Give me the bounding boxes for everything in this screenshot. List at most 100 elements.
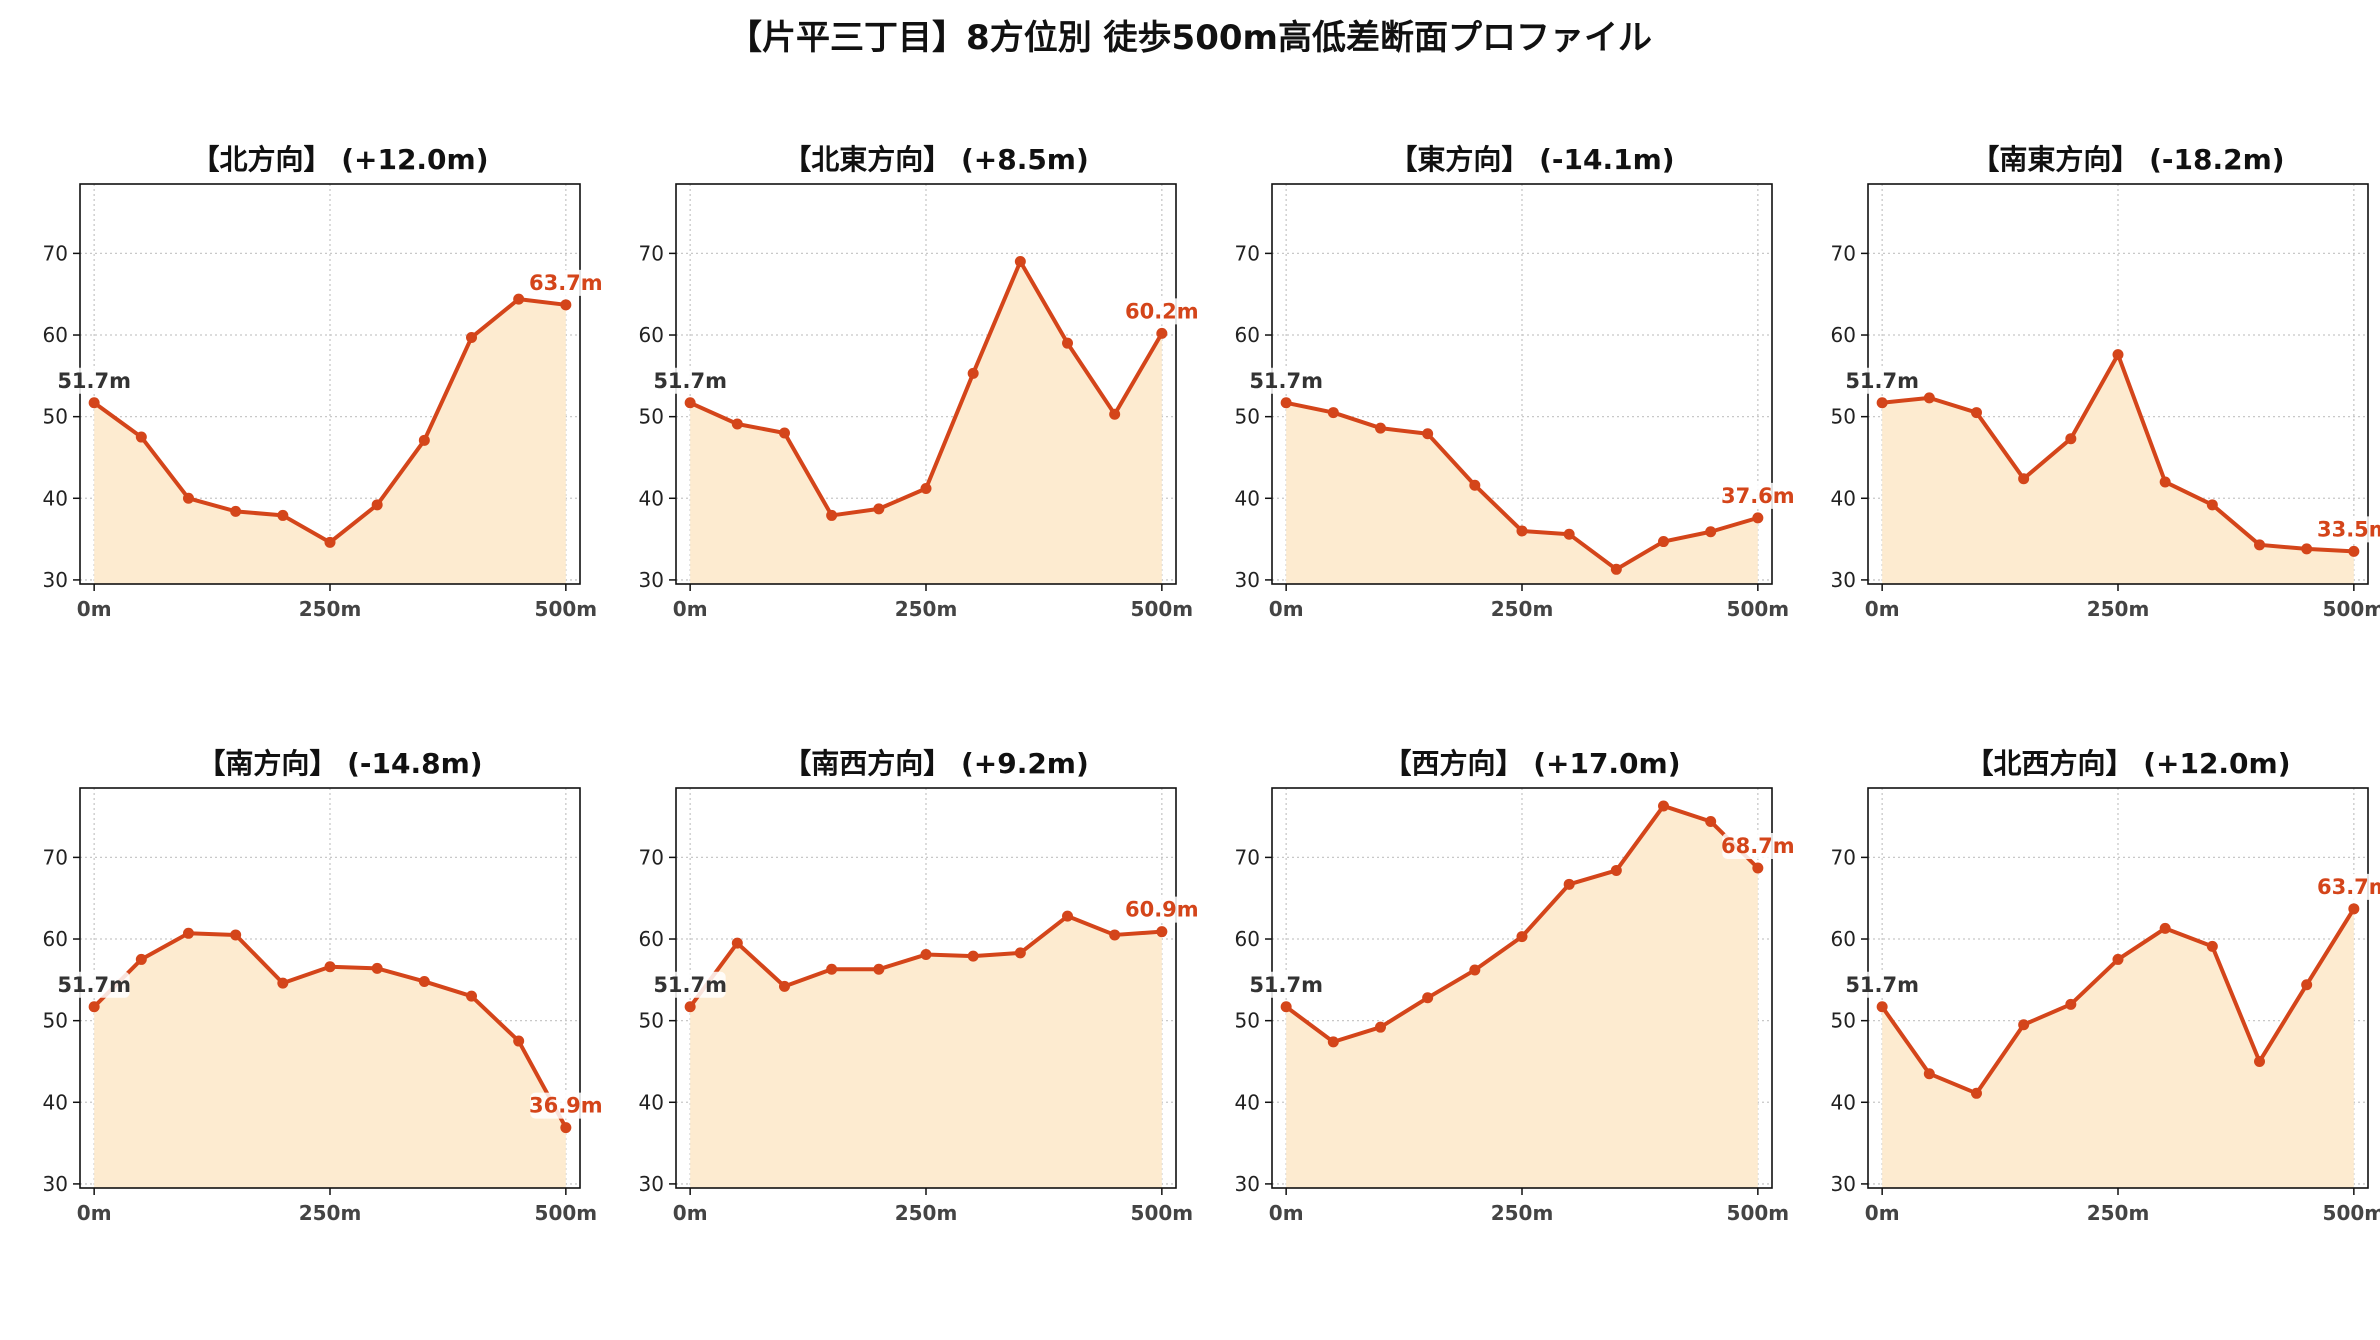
- svg-text:51.7m: 51.7m: [57, 973, 131, 997]
- elevation-area: [690, 916, 1162, 1188]
- x-tick-label: 500m: [535, 1201, 598, 1225]
- elevation-point: [778, 980, 790, 992]
- elevation-point: [1705, 815, 1717, 827]
- y-tick-label: 40: [43, 486, 68, 510]
- x-tick-label: 500m: [2323, 1201, 2380, 1225]
- y-tick-label: 70: [639, 845, 664, 869]
- elevation-point: [826, 963, 838, 975]
- elevation-point: [277, 509, 289, 521]
- x-tick-label: 250m: [1491, 597, 1554, 621]
- elevation-area: [94, 299, 566, 584]
- svg-text:37.6m: 37.6m: [1721, 484, 1795, 508]
- elevation-point: [1923, 392, 1935, 404]
- y-tick-label: 50: [639, 405, 664, 429]
- elevation-point: [967, 367, 979, 379]
- svg-text:51.7m: 51.7m: [653, 973, 727, 997]
- y-tick-label: 60: [1235, 927, 1260, 951]
- elevation-point: [2065, 433, 2077, 445]
- panel-title: 【西方向】 (+17.0m): [1383, 747, 1681, 780]
- elevation-point: [1970, 1087, 1982, 1099]
- x-tick-label: 250m: [895, 1201, 958, 1225]
- x-tick-label: 0m: [1865, 1201, 1900, 1225]
- elevation-point: [2018, 473, 2030, 485]
- elevation-point: [1374, 422, 1386, 434]
- elevation-area: [690, 261, 1162, 584]
- elevation-point: [1374, 1021, 1386, 1033]
- profile-panel: 【西方向】 (+17.0m) 30 40 50 60 70 0m 250m 500m 51.7m 6…: [1235, 744, 1812, 1225]
- profile-panel: 【北方向】 (+12.0m) 30 40 50 60 70 0m 250m 500m 51.7m 6…: [43, 140, 620, 621]
- x-tick-label: 500m: [535, 597, 598, 621]
- elevation-point: [2018, 1019, 2030, 1031]
- x-tick-label: 250m: [2087, 597, 2150, 621]
- y-tick-label: 70: [43, 241, 68, 265]
- elevation-point: [1156, 327, 1168, 339]
- svg-text:51.7m: 51.7m: [1249, 369, 1323, 393]
- elevation-point: [1109, 929, 1121, 941]
- x-tick-label: 250m: [895, 597, 958, 621]
- elevation-area: [1882, 354, 2354, 584]
- elevation-data-label: 63.7m: [2317, 873, 2380, 900]
- elevation-point: [967, 950, 979, 962]
- elevation-point: [1876, 1001, 1888, 1013]
- y-tick-label: 60: [43, 927, 68, 951]
- profile-chart: 30 40 50 60 70 0m 250m 500m 51.7m 37.6m: [1235, 183, 1795, 621]
- y-tick-label: 60: [1235, 323, 1260, 347]
- elevation-point: [873, 503, 885, 515]
- x-tick-label: 0m: [1269, 597, 1304, 621]
- elevation-point: [1658, 800, 1670, 812]
- elevation-point: [1705, 526, 1717, 538]
- y-tick-label: 50: [1235, 1009, 1260, 1033]
- elevation-point: [1280, 397, 1292, 409]
- y-tick-label: 60: [639, 927, 664, 951]
- y-tick-label: 50: [639, 1009, 664, 1033]
- elevation-point: [1923, 1068, 1935, 1080]
- elevation-point: [2206, 499, 2218, 511]
- elevation-point: [2206, 940, 2218, 952]
- elevation-point: [1422, 428, 1434, 440]
- elevation-data-label: 33.5m: [2317, 516, 2380, 543]
- panel-title: 【北西方向】 (+12.0m): [1965, 747, 2291, 780]
- profile-chart: 30 40 50 60 70 0m 250m 500m 51.7m 36.9m: [43, 787, 603, 1225]
- panel-title: 【東方向】 (-14.1m): [1389, 143, 1675, 176]
- y-tick-label: 70: [1235, 241, 1260, 265]
- x-tick-label: 500m: [1727, 1201, 1790, 1225]
- elevation-point: [1109, 408, 1121, 420]
- elevation-area: [1882, 908, 2354, 1188]
- y-tick-label: 50: [1235, 405, 1260, 429]
- elevation-point: [88, 1001, 100, 1013]
- profile-panel: 【南西方向】 (+9.2m) 30 40 50 60 70 0m 250m 500m 51.7m 6…: [639, 744, 1216, 1225]
- elevation-point: [1658, 536, 1670, 548]
- elevation-area: [94, 933, 566, 1188]
- svg-text:60.9m: 60.9m: [1125, 898, 1199, 922]
- elevation-point: [2254, 1055, 2266, 1067]
- elevation-point: [2254, 539, 2266, 551]
- y-tick-label: 70: [1831, 241, 1856, 265]
- elevation-point: [731, 937, 743, 949]
- elevation-data-label: 51.7m: [1249, 367, 1323, 394]
- x-tick-label: 500m: [1727, 597, 1790, 621]
- elevation-point: [2301, 543, 2313, 555]
- profile-chart: 30 40 50 60 70 0m 250m 500m 51.7m 63.7m: [1831, 787, 2380, 1225]
- y-tick-label: 50: [43, 405, 68, 429]
- x-tick-label: 0m: [673, 1201, 708, 1225]
- svg-text:63.7m: 63.7m: [529, 271, 603, 295]
- elevation-point: [684, 1001, 696, 1013]
- y-tick-label: 70: [639, 241, 664, 265]
- elevation-point: [1876, 397, 1888, 409]
- y-tick-label: 60: [639, 323, 664, 347]
- elevation-point: [873, 963, 885, 975]
- x-tick-label: 250m: [299, 597, 362, 621]
- y-tick-label: 40: [639, 1090, 664, 1114]
- x-tick-label: 500m: [2323, 597, 2380, 621]
- elevation-point: [418, 975, 430, 987]
- elevation-data-label: 51.7m: [1845, 367, 1919, 394]
- x-tick-label: 0m: [1865, 597, 1900, 621]
- elevation-point: [1327, 1036, 1339, 1048]
- y-tick-label: 30: [639, 568, 664, 592]
- y-tick-label: 30: [43, 568, 68, 592]
- profile-chart: 30 40 50 60 70 0m 250m 500m 51.7m 63.7m: [43, 183, 603, 621]
- profile-panel: 【北西方向】 (+12.0m) 30 40 50 60 70 0m 250m 500m 51.7m…: [1831, 744, 2380, 1225]
- x-tick-label: 0m: [1269, 1201, 1304, 1225]
- svg-text:51.7m: 51.7m: [1845, 369, 1919, 393]
- elevation-point: [230, 505, 242, 517]
